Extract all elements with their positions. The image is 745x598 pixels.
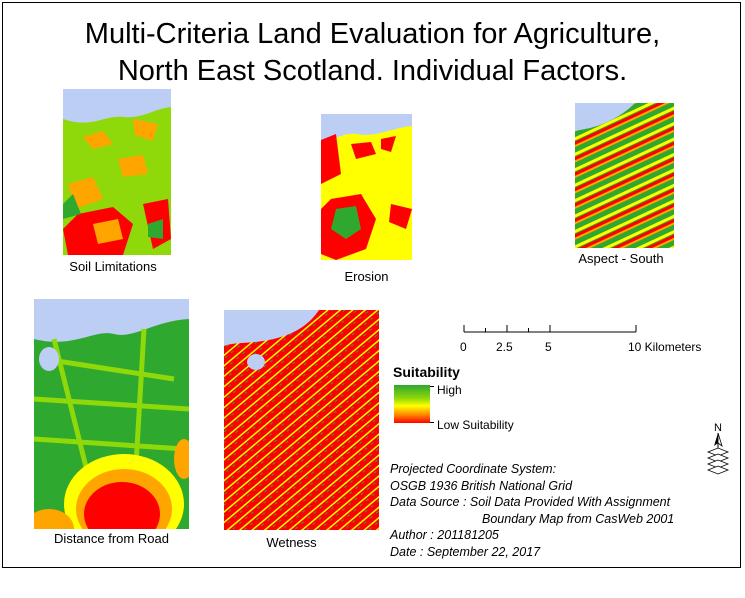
map-title: Multi-Criteria Land Evaluation for Agric… (0, 16, 745, 90)
legend-tick-high (430, 386, 434, 387)
wetness-map (224, 310, 379, 530)
north-arrow-icon: N (703, 418, 733, 476)
map-frame (2, 2, 741, 568)
erosion-caption: Erosion (344, 269, 389, 284)
credits-data-source: Data Source : Soil Data Provided With As… (390, 495, 671, 509)
scale-label-10-km: 10 Kilometers (628, 340, 702, 354)
legend-low-label: Low Suitability (437, 418, 514, 432)
scale-bar: 0 2.5 5 10 Kilometers (460, 322, 702, 362)
distance-from-road-caption: Distance from Road (54, 531, 169, 546)
soil-limitations-map (63, 89, 171, 255)
aspect-south-caption: Aspect - South (578, 251, 664, 266)
wetness-caption: Wetness (266, 535, 317, 550)
credits-projection-value: OSGB 1936 British National Grid (390, 478, 573, 493)
legend-title: Suitability (393, 364, 460, 380)
credits-projection-label: Projected Coordinate System: (390, 462, 557, 476)
scale-label-2-5: 2.5 (496, 340, 513, 354)
scale-label-0: 0 (460, 340, 467, 354)
legend-color-ramp (394, 385, 430, 423)
legend-high-label: High (437, 383, 462, 397)
distance-from-road-map (34, 299, 189, 529)
map-credits: Projected Coordinate System: OSGB 1936 B… (390, 461, 674, 560)
legend-tick-low (430, 422, 434, 423)
credits-boundary-source: Boundary Map from CasWeb 2001 (482, 511, 675, 526)
aspect-south-map (575, 103, 674, 248)
erosion-map (321, 114, 412, 260)
title-line-2: North East Scotland. Individual Factors. (117, 55, 628, 87)
title-line-1: Multi-Criteria Land Evaluation for Agric… (84, 18, 661, 50)
north-label: N (714, 422, 722, 434)
soil-limitations-caption: Soil Limitations (69, 259, 157, 274)
scale-label-5: 5 (545, 340, 552, 354)
credits-author: Author : 201181205 (390, 528, 499, 542)
credits-date: Date : September 22, 2017 (390, 544, 541, 559)
